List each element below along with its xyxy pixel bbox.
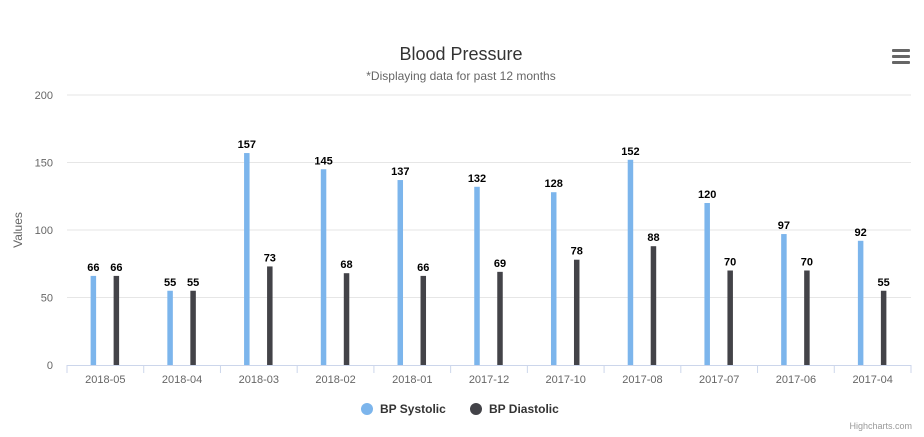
bar-systolic[interactable] (781, 234, 787, 365)
legend-item-diastolic[interactable]: BP Diastolic (470, 402, 559, 416)
bar-diastolic[interactable] (573, 259, 580, 365)
x-tick-label: 2017-07 (699, 374, 739, 386)
bar-systolic[interactable] (857, 240, 864, 365)
y-axis-title: Values (11, 212, 25, 248)
bar-diastolic[interactable] (343, 273, 350, 365)
bar-diastolic[interactable] (420, 275, 427, 365)
bar-diastolic[interactable] (267, 266, 273, 365)
y-axis-ticks: 0 50 100 150 200 (35, 90, 53, 372)
data-label: 66 (417, 262, 429, 274)
x-tick-label: 2017-06 (776, 374, 816, 386)
y-tick-label: 150 (35, 158, 53, 170)
x-tick-label: 2018-01 (392, 374, 432, 386)
chart-title: Blood Pressure (399, 44, 522, 64)
data-label: 70 (724, 257, 736, 269)
bar-diastolic[interactable] (113, 275, 120, 365)
y-tick-label: 100 (35, 225, 53, 237)
bar-diastolic[interactable] (190, 290, 196, 365)
data-label: 145 (314, 155, 332, 167)
grid-lines (67, 94, 911, 298)
data-label: 73 (264, 252, 276, 264)
bar-diastolic[interactable] (880, 290, 887, 365)
data-label: 55 (164, 277, 176, 289)
data-label: 92 (855, 227, 867, 239)
bar-systolic[interactable] (704, 203, 710, 365)
bar-systolic[interactable] (627, 159, 634, 365)
data-label: 88 (647, 232, 659, 244)
data-labels: 66 55 157 145 137 132 128 152 120 97 92 66 55 73 68 66 6… (87, 139, 890, 289)
legend-label: BP Diastolic (489, 402, 559, 416)
x-tick-label: 2017-08 (622, 374, 662, 386)
data-label: 66 (87, 262, 99, 274)
legend-marker-icon (470, 403, 482, 415)
data-label: 120 (698, 189, 716, 201)
credits[interactable]: Highcharts.com (849, 421, 912, 431)
y-tick-label: 0 (47, 360, 53, 372)
bar-diastolic[interactable] (727, 270, 733, 366)
bar-systolic[interactable] (550, 192, 557, 365)
bar-systolic[interactable] (320, 169, 327, 365)
bar-diastolic[interactable] (497, 271, 503, 365)
bar-systolic[interactable] (397, 180, 404, 365)
data-label: 128 (545, 178, 563, 190)
data-label: 132 (468, 173, 486, 185)
legend-label: BP Systolic (380, 402, 446, 416)
x-axis: 2018-05 2018-04 2018-03 2018-02 2018-01 2017-… (66, 365, 912, 386)
x-tick-label: 2018-03 (239, 374, 279, 386)
bar-diastolic[interactable] (650, 246, 657, 365)
data-label: 70 (801, 257, 813, 269)
bar-diastolic[interactable] (804, 270, 810, 366)
data-label: 55 (878, 277, 890, 289)
x-tick-label: 2017-10 (546, 374, 586, 386)
data-label: 78 (571, 246, 583, 258)
bar-systolic[interactable] (90, 275, 97, 365)
y-tick-label: 200 (35, 90, 53, 102)
bars[interactable] (90, 153, 887, 366)
bar-systolic[interactable] (167, 290, 173, 365)
legend-item-systolic[interactable]: BP Systolic (361, 402, 446, 416)
data-label: 97 (778, 220, 790, 232)
chart-subtitle: *Displaying data for past 12 months (366, 69, 555, 83)
data-label: 66 (110, 262, 122, 274)
data-label: 137 (391, 166, 409, 178)
data-label: 69 (494, 258, 506, 270)
data-label: 55 (187, 277, 199, 289)
x-tick-label: 2017-04 (852, 374, 892, 386)
x-tick-label: 2018-05 (85, 374, 125, 386)
x-tick-label: 2018-02 (315, 374, 355, 386)
hamburger-menu-icon[interactable] (892, 49, 910, 65)
x-tick-label: 2017-12 (469, 374, 509, 386)
legend[interactable]: BP Systolic BP Diastolic (361, 402, 559, 416)
legend-marker-icon (361, 403, 373, 415)
data-label: 68 (340, 259, 352, 271)
data-label: 152 (621, 146, 639, 158)
bar-systolic[interactable] (244, 153, 250, 365)
y-tick-label: 50 (41, 293, 53, 305)
x-tick-label: 2018-04 (162, 374, 202, 386)
data-label: 157 (238, 139, 256, 151)
bar-systolic[interactable] (474, 186, 480, 365)
